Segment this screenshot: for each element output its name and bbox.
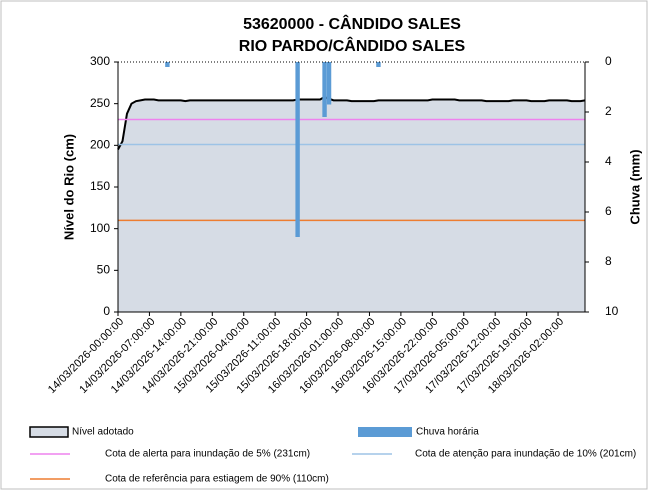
y2-tick-label: 8 xyxy=(605,254,612,268)
y2-tick-label: 6 xyxy=(605,204,612,218)
y2-axis-label: Chuva (mm) xyxy=(627,149,642,224)
y2-tick-label: 10 xyxy=(605,304,619,318)
legend-swatch xyxy=(29,426,69,438)
y2-tick-label: 2 xyxy=(605,104,612,118)
legend-label: Nível adotado xyxy=(72,427,134,438)
rain-bar xyxy=(326,62,332,105)
rain-bar xyxy=(376,62,381,67)
legend-label: Cota de atenção para inundação de 10% (2… xyxy=(415,449,636,460)
chart-title: 53620000 - CÂNDIDO SALES xyxy=(243,14,461,33)
y-tick-label: 100 xyxy=(90,221,110,235)
legend-label: Chuva horária xyxy=(416,427,479,438)
y-tick-label: 150 xyxy=(90,179,110,193)
level-line xyxy=(117,95,586,150)
rain-bar xyxy=(295,62,300,237)
y-axis-label: Nível do Rio (cm) xyxy=(61,134,76,240)
rain-bar xyxy=(165,62,170,67)
y-tick-label: 200 xyxy=(90,138,110,152)
y-tick-label: 0 xyxy=(103,304,110,318)
rain-bar xyxy=(322,62,327,117)
y-tick-label: 250 xyxy=(90,96,110,110)
legend-swatch xyxy=(358,427,412,437)
y2-tick-label: 4 xyxy=(605,154,612,168)
y-tick-label: 300 xyxy=(90,54,110,68)
y2-tick-label: 0 xyxy=(605,54,612,68)
legend-label: Cota de alerta para inundação de 5% (231… xyxy=(105,449,310,460)
chart-subtitle: RIO PARDO/CÂNDIDO SALES xyxy=(239,36,466,55)
legend-label: Cota de referência para estiagem de 90% … xyxy=(105,474,329,485)
y-tick-label: 50 xyxy=(97,263,111,277)
level-area xyxy=(118,97,585,312)
